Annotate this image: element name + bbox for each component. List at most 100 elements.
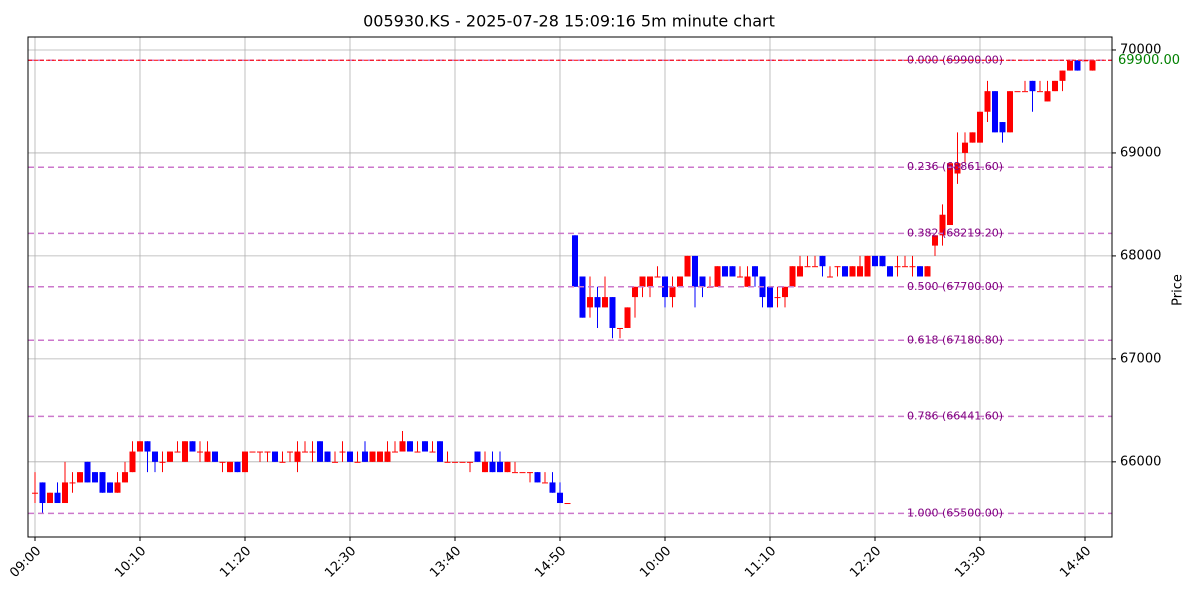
candle-body	[339, 451, 346, 453]
candle-body	[407, 441, 413, 452]
candle-body	[1059, 70, 1066, 81]
candle-body	[617, 327, 623, 329]
candle-body	[789, 266, 796, 287]
candle-body	[699, 276, 706, 287]
candle-body	[639, 276, 646, 287]
candle-body	[902, 266, 908, 268]
candle-body	[504, 461, 511, 473]
x-tick-label: 10:00	[637, 544, 674, 581]
candle-body	[489, 461, 496, 473]
x-tick-label: 11:10	[742, 544, 779, 581]
candle-body	[189, 441, 196, 452]
candle-body	[872, 255, 878, 267]
candle-body	[1074, 60, 1081, 71]
candle-body	[429, 451, 436, 453]
candle-body	[729, 266, 736, 277]
fib-label: 0.236 (68861.60)	[907, 160, 1003, 173]
candle-body	[842, 266, 848, 277]
candle-body	[557, 492, 563, 504]
candle-body	[444, 461, 451, 463]
candle-body	[714, 266, 721, 287]
candle-body	[849, 266, 856, 277]
candle-body	[954, 163, 961, 174]
candle-body	[167, 451, 173, 462]
candle-body	[917, 266, 923, 277]
candle-body	[47, 492, 53, 504]
candle-body	[437, 441, 443, 462]
candle-body	[602, 297, 608, 308]
fib-label: 0.500 (67700.00)	[907, 280, 1003, 293]
fib-label: 0.618 (67180.80)	[907, 333, 1003, 346]
candle-body	[609, 297, 616, 328]
y-tick-label: 69000	[1120, 145, 1161, 160]
fib-label: 0.786 (66441.60)	[907, 409, 1003, 422]
candle-body	[227, 461, 233, 473]
y-axis-label: Price	[1171, 274, 1186, 306]
candle-body	[632, 286, 638, 298]
candle-body	[399, 441, 406, 452]
candle-body	[804, 266, 811, 268]
plot-frame	[27, 36, 1113, 538]
candle-body	[347, 451, 353, 462]
candle-body	[947, 163, 953, 226]
candle-body	[107, 482, 113, 493]
candle-body	[1067, 60, 1073, 71]
candle-body	[287, 451, 293, 453]
candle-body	[1022, 91, 1028, 93]
candle-body	[977, 111, 983, 143]
candle-body	[939, 214, 946, 236]
candle-body	[62, 482, 68, 504]
candle-body	[857, 266, 863, 277]
candle-body	[864, 255, 871, 277]
fib-label: 1.000 (65500.00)	[907, 506, 1003, 519]
candle-body	[197, 451, 203, 453]
candle-body	[1007, 91, 1013, 133]
candle-body	[662, 276, 668, 298]
candle-body	[654, 276, 661, 278]
y-tick-label: 68000	[1120, 248, 1161, 263]
candle-body	[1089, 60, 1096, 71]
candle-body	[752, 266, 758, 277]
candle-body	[722, 266, 728, 277]
candle-body	[137, 441, 143, 452]
candle-body	[54, 492, 61, 504]
candle-body	[219, 461, 226, 463]
candle-body	[279, 461, 286, 463]
x-tick-label: 11:20	[217, 544, 254, 581]
candle-body	[962, 142, 968, 153]
x-tick-label: 12:20	[847, 544, 884, 581]
candle-body	[647, 276, 653, 287]
candle-body	[414, 451, 421, 453]
candle-body	[242, 451, 248, 473]
candle-body	[474, 451, 481, 462]
candle-body	[362, 451, 368, 462]
y-tick-label: 66000	[1120, 454, 1161, 469]
candle-body	[77, 472, 83, 483]
candle-body	[92, 472, 98, 483]
candle-body	[684, 255, 691, 277]
candle-body	[834, 266, 841, 268]
y-tick-label: 70000	[1120, 42, 1161, 57]
candle-body	[669, 286, 676, 298]
candle-body	[519, 472, 526, 474]
candle-body	[114, 482, 121, 493]
x-tick-label: 13:30	[952, 544, 989, 581]
candle-body	[69, 482, 76, 484]
candle-body	[594, 297, 601, 308]
candle-body	[32, 492, 38, 494]
candle-body	[1044, 91, 1051, 102]
candle-body	[812, 266, 818, 268]
candle-body	[624, 307, 631, 328]
candle-body	[909, 266, 916, 268]
candle-body	[159, 461, 166, 463]
x-tick-label: 12:30	[322, 544, 359, 581]
candle-body	[467, 461, 473, 463]
candle-body	[587, 297, 593, 308]
candle-body	[264, 451, 271, 453]
candle-body	[212, 451, 218, 462]
candle-body	[144, 441, 151, 452]
candle-body	[932, 235, 938, 246]
candle-body	[332, 461, 338, 463]
x-tick-label: 14:40	[1057, 544, 1094, 581]
candle-body	[99, 472, 106, 493]
